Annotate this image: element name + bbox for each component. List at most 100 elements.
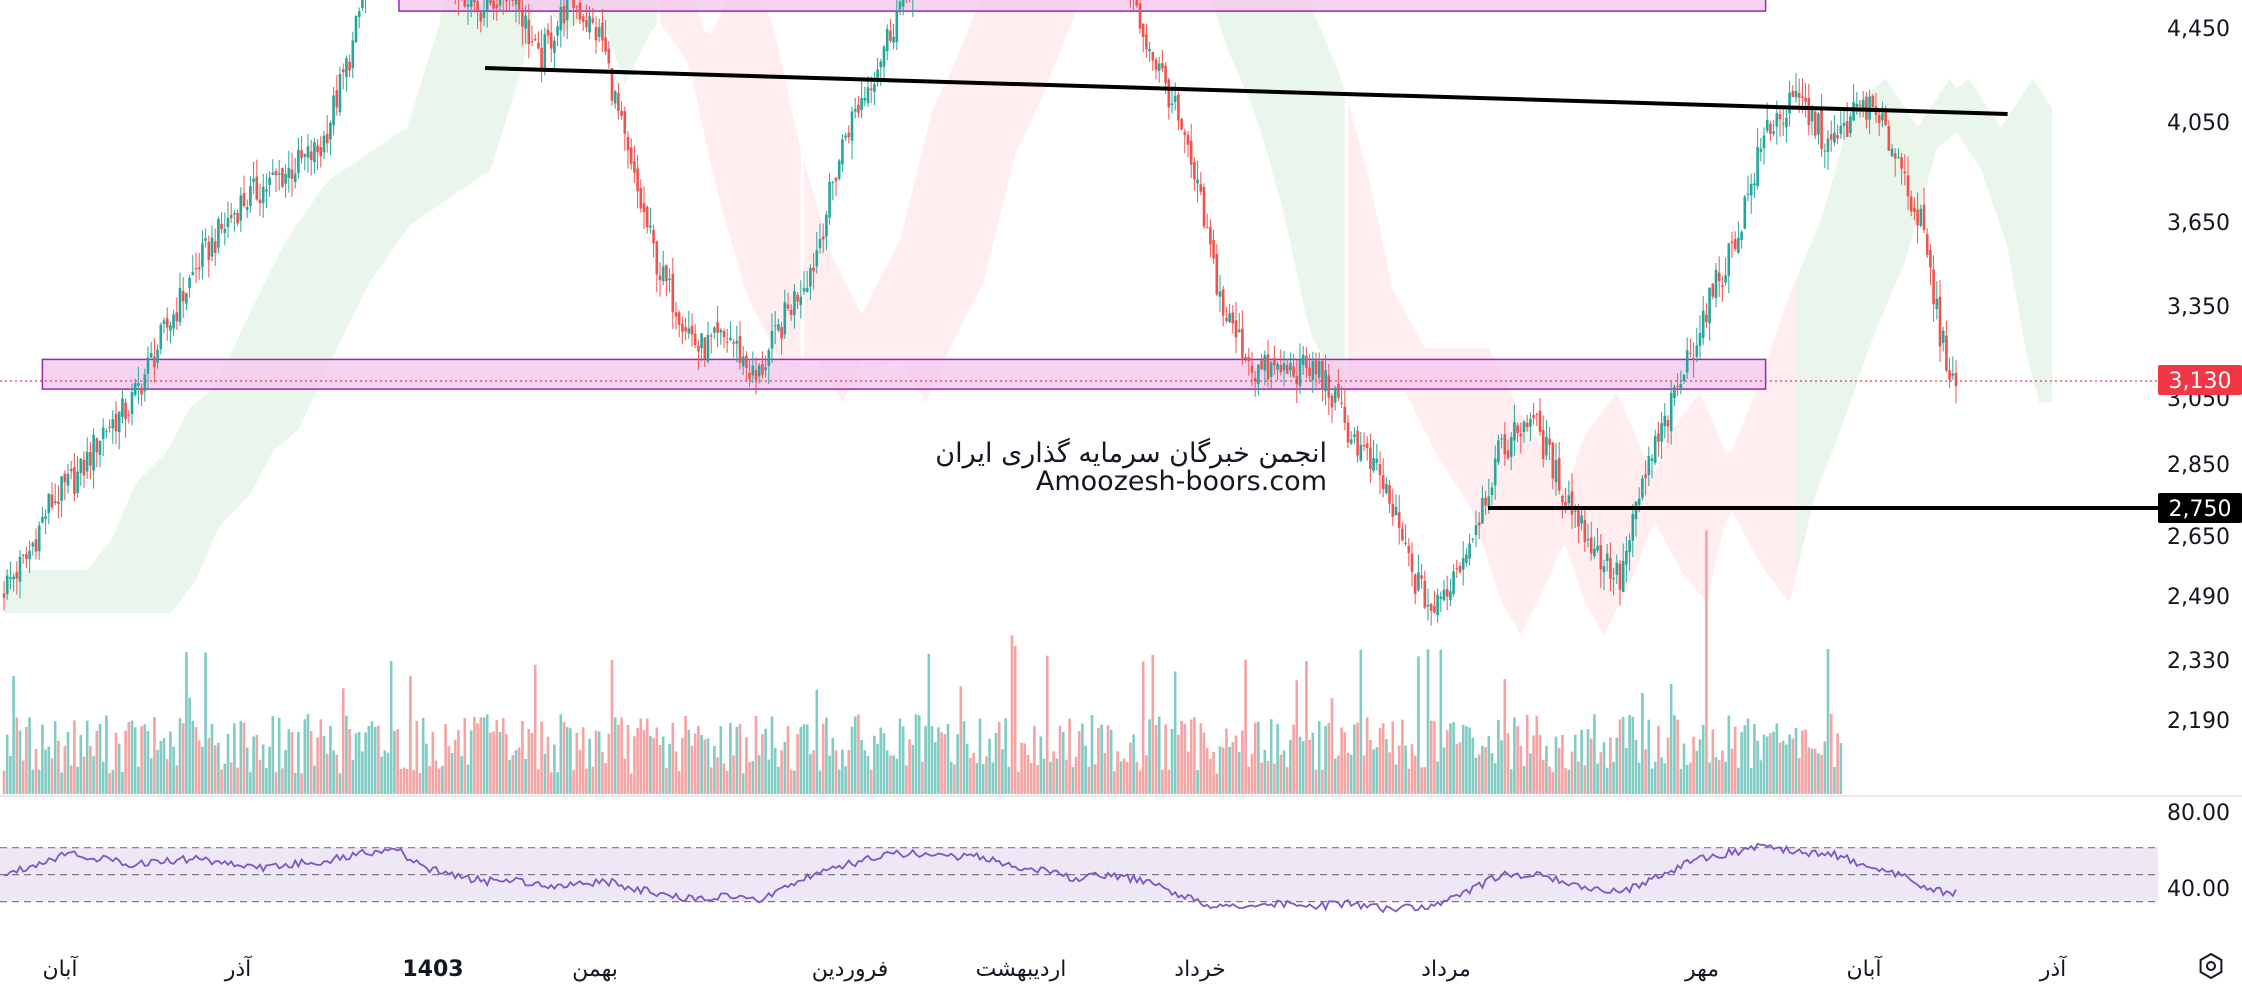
volume-bar [421,717,425,794]
candle-body [1583,520,1587,543]
volume-bar [89,745,92,794]
candle-body [297,149,300,174]
candle-body [895,11,899,43]
candle-body [847,132,851,138]
candle-body [597,27,601,37]
volume-bar [860,740,863,794]
volume-bar [1170,728,1174,794]
volume-bar [9,755,12,794]
volume-bar [1730,748,1734,794]
candle-body [799,296,803,306]
candle-body [1349,439,1353,444]
volume-bar [1580,729,1583,794]
volume-bar [591,766,595,794]
volume-bar [815,689,819,794]
volume-bar [697,725,700,794]
candle-body [649,225,652,228]
candle-body [153,356,156,368]
volume-bar [1740,732,1743,794]
volume-bar [60,772,63,794]
time-axis: آبان آذر 1403 بهمن فروردین اردیبهشت خرداد مرداد… [42,955,2067,982]
volume-bar [799,727,803,794]
volume-bar [1247,766,1251,794]
candle-body [28,550,31,560]
candle-body [1279,364,1283,373]
volume-bar [194,727,198,794]
volume-bar [1589,738,1593,794]
candle-body [1225,317,1228,321]
volume-bar [149,758,153,794]
volume-bar [1042,758,1046,794]
candle-body [1634,501,1638,520]
volume-bar [1183,723,1187,794]
volume-bar [1756,740,1759,794]
candle-body [575,6,579,8]
volume-bar [732,755,735,794]
candle-body [533,38,537,41]
volume-bar [677,771,681,794]
candle-body [165,318,169,328]
volume-bar [185,652,188,794]
resistance-zone [41,358,1767,390]
volume-bar [444,724,447,794]
candle-body [95,438,99,453]
candle-body [1231,312,1235,324]
candle-body [149,353,153,358]
volume-bar [489,732,492,794]
candle-body [863,98,867,101]
volume-bar [783,741,787,794]
drawn-lines [0,66,2160,510]
candle-body [1340,402,1343,404]
candle-body [1711,283,1715,297]
volume-bar [188,697,191,794]
candle-body [181,290,185,302]
candle-body [770,330,774,349]
candle-body [354,15,358,43]
candle-body [111,419,115,429]
candle-body [1829,134,1833,140]
volume-bar [1516,726,1519,794]
ichimoku-cloud [4,0,2052,635]
volume-bar [117,743,121,794]
settings-icon[interactable] [2199,952,2223,980]
volume-bar [1564,767,1567,794]
volume-bar [1279,754,1283,794]
volume-bar [63,746,67,794]
volume-bar [146,731,150,794]
rsi-panel [0,795,2242,914]
candle-body [1295,375,1299,385]
volume-bar [1093,764,1097,794]
volume-bar [543,753,547,794]
volume-bar [719,726,723,794]
candle-body [873,84,876,92]
candle-body [594,27,598,41]
volume-bar [153,717,156,794]
candle-body [1442,589,1446,601]
volume-bar [905,765,908,794]
volume-bar [1164,724,1167,794]
volume-bars [2,530,1843,794]
volume-bar [1759,760,1763,794]
candle-body [1548,438,1551,445]
volume-bar [946,723,950,794]
candle-body [1221,289,1225,316]
candle-body [725,341,729,343]
candle-body [1135,0,1139,6]
volume-bar [1410,744,1414,794]
candle-body [1378,463,1382,476]
candle-body [1538,410,1542,432]
volume-bar [95,730,99,794]
candle-body [37,525,41,552]
volume-bar [21,760,25,794]
volume-bar [1186,751,1190,794]
candle-body [1833,132,1836,143]
candle-body [140,387,143,395]
candle-body [185,293,188,304]
candle-body [802,288,806,292]
candle-body [1167,79,1171,108]
volume-bar [802,724,806,794]
volume-bar [895,758,899,794]
volume-bar [706,738,710,794]
candle-body [1727,243,1731,276]
